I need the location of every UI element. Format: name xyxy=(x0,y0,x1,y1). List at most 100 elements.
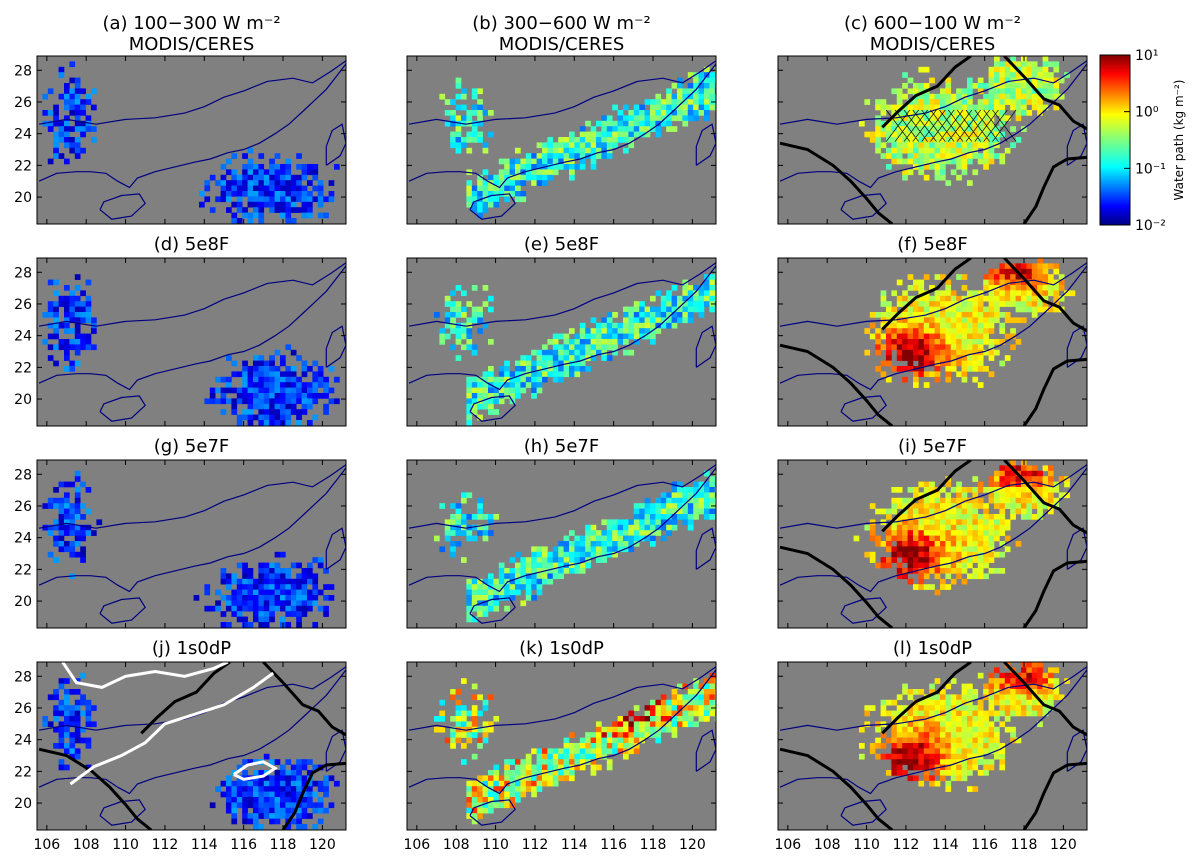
field-cell xyxy=(263,753,270,760)
x-tick-label: 110 xyxy=(482,837,509,853)
field-cell xyxy=(606,759,613,765)
field-cell xyxy=(231,169,238,176)
field-cell xyxy=(945,519,952,526)
field-cell xyxy=(999,322,1006,329)
field-cell xyxy=(977,481,984,488)
field-cell xyxy=(902,530,908,536)
field-cell xyxy=(552,551,559,558)
field-cell xyxy=(1010,93,1016,100)
field-cell xyxy=(967,290,973,297)
field-cell xyxy=(934,115,941,122)
field-cell xyxy=(967,180,973,186)
coastline-2 xyxy=(1066,729,1087,772)
field-cell xyxy=(956,514,962,520)
field-cell xyxy=(650,295,656,302)
field-cell xyxy=(929,705,935,711)
field-cell xyxy=(623,333,629,340)
field-cell xyxy=(945,557,952,563)
field-cell xyxy=(666,88,672,95)
field-cell xyxy=(891,153,898,159)
field-cell xyxy=(1037,279,1043,286)
field-cell xyxy=(972,317,979,324)
field-cell xyxy=(671,710,678,717)
field-cell xyxy=(466,393,473,399)
field-cell xyxy=(504,568,510,574)
field-cell xyxy=(1053,301,1060,307)
field-cell xyxy=(945,142,952,149)
field-cell xyxy=(994,716,1000,722)
field-cell xyxy=(574,147,581,154)
field-cell xyxy=(258,605,265,612)
field-cell xyxy=(644,508,651,515)
field-cell xyxy=(455,721,462,728)
field-cell xyxy=(999,77,1006,84)
field-cell xyxy=(918,573,925,580)
field-cell xyxy=(918,568,925,574)
field-cell xyxy=(53,524,59,531)
field-cell xyxy=(945,732,952,738)
field-cell xyxy=(209,605,216,612)
field-cell xyxy=(220,393,227,399)
field-cell xyxy=(999,158,1006,165)
field-cell xyxy=(585,339,591,345)
field-cell xyxy=(1064,290,1070,297)
field-cell xyxy=(677,699,683,706)
field-cell xyxy=(488,530,494,536)
field-cell xyxy=(482,732,489,738)
field-cell xyxy=(439,339,446,345)
field-cell xyxy=(929,753,935,760)
field-cell xyxy=(488,174,494,181)
field-cell xyxy=(58,535,65,542)
field-cell xyxy=(53,120,59,127)
field-cell xyxy=(891,131,898,138)
field-cell xyxy=(929,710,935,717)
field-cell xyxy=(902,290,908,297)
field-cell xyxy=(247,797,254,803)
field-cell xyxy=(531,568,537,574)
field-cell xyxy=(891,104,898,111)
field-cell xyxy=(1004,295,1011,302)
field-cell xyxy=(698,93,705,100)
field-cell xyxy=(886,355,892,361)
field-cell xyxy=(74,689,81,695)
field-cell xyxy=(579,153,586,159)
field-cell xyxy=(563,137,570,143)
field-cell xyxy=(466,807,473,814)
field-cell xyxy=(509,387,516,394)
field-cell xyxy=(290,398,297,405)
field-cell xyxy=(961,530,968,536)
field-cell xyxy=(967,487,973,493)
field-cell xyxy=(704,710,710,717)
field-cell xyxy=(269,180,275,186)
field-cell xyxy=(253,802,259,809)
field-cell xyxy=(242,573,248,580)
field-cell xyxy=(269,164,275,170)
field-cell xyxy=(274,201,281,208)
field-cell xyxy=(236,595,243,601)
field-cell xyxy=(569,530,575,536)
field-cell xyxy=(488,409,494,415)
field-cell xyxy=(64,689,70,695)
field-cell xyxy=(520,360,527,367)
field-cell xyxy=(923,93,930,100)
field-cell xyxy=(461,492,467,499)
field-cell xyxy=(74,748,81,755)
field-cell xyxy=(891,322,898,329)
field-cell xyxy=(880,126,887,132)
field-cell xyxy=(913,716,919,722)
field-cell xyxy=(455,83,462,89)
field-cell xyxy=(263,414,270,421)
field-cell xyxy=(698,689,705,695)
field-cell xyxy=(558,360,564,367)
field-cell xyxy=(913,508,919,515)
field-cell xyxy=(880,705,887,711)
field-cell xyxy=(644,705,651,711)
field-cell xyxy=(220,409,227,415)
field-cell xyxy=(612,732,618,738)
field-cell xyxy=(466,791,473,798)
field-cell xyxy=(285,180,292,186)
field-cell xyxy=(693,487,699,493)
field-cell xyxy=(999,274,1006,280)
field-cell xyxy=(698,295,705,302)
field-cell xyxy=(471,344,478,351)
